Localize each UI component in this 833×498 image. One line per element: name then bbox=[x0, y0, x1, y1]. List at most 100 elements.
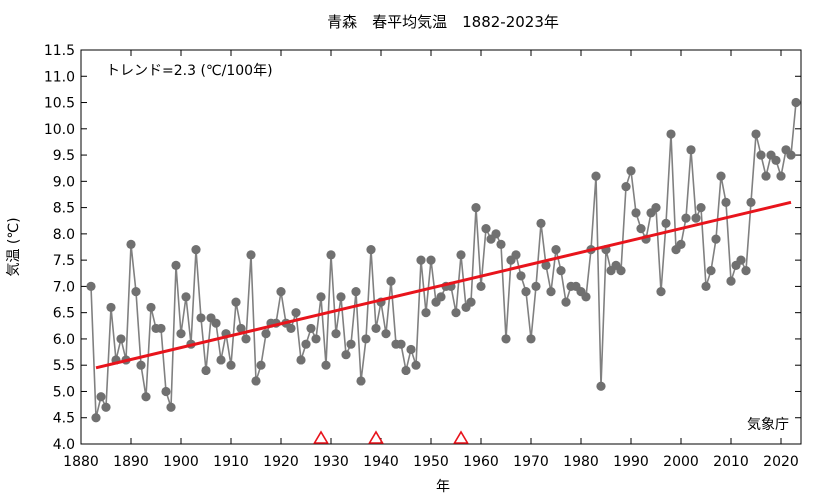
data-point bbox=[366, 245, 376, 255]
data-point bbox=[96, 392, 106, 402]
relocation-triangle-marker bbox=[368, 430, 384, 444]
data-point bbox=[761, 171, 771, 181]
data-point bbox=[371, 323, 381, 334]
data-point bbox=[531, 281, 541, 291]
data-point bbox=[106, 302, 116, 313]
y-tick-label: 7.5 bbox=[53, 253, 75, 269]
data-point bbox=[716, 171, 726, 181]
data-point bbox=[521, 287, 531, 297]
data-point bbox=[316, 292, 326, 302]
data-point bbox=[736, 255, 746, 265]
y-tick-label: 5.0 bbox=[53, 384, 75, 400]
y-tick-label: 9.5 bbox=[53, 148, 75, 164]
x-axis: 1880 1890 1900 1910 1920 1930 1940 1950 1960 1970… bbox=[63, 50, 799, 470]
data-point bbox=[656, 287, 666, 297]
y-axis: 4.0 4.5 5.0 5.5 6.0 6.5 7.0 7.5 8.0 8.5 9.0 9.5 10.0… bbox=[44, 43, 801, 453]
data-point bbox=[146, 302, 156, 313]
data-point bbox=[236, 323, 246, 334]
data-point bbox=[91, 413, 101, 423]
data-point bbox=[686, 145, 696, 155]
y-tick-label: 9.0 bbox=[53, 174, 75, 190]
data-point bbox=[381, 329, 391, 339]
data-point bbox=[241, 334, 251, 344]
data-point bbox=[416, 255, 426, 265]
y-axis-title: 気温 (℃) bbox=[6, 217, 22, 276]
data-point bbox=[631, 208, 641, 218]
data-point bbox=[581, 292, 591, 302]
data-point bbox=[681, 213, 691, 223]
data-point bbox=[526, 334, 536, 344]
plot-frame bbox=[80, 49, 802, 445]
data-point bbox=[156, 323, 166, 334]
data-point bbox=[296, 355, 306, 365]
data-point bbox=[166, 402, 176, 412]
y-tick-label: 7.0 bbox=[53, 279, 75, 295]
data-point bbox=[336, 292, 346, 302]
data-point bbox=[661, 218, 671, 228]
data-point bbox=[451, 308, 461, 318]
data-point bbox=[711, 234, 721, 244]
data-point bbox=[196, 313, 206, 323]
data-point bbox=[291, 308, 301, 318]
data-point bbox=[691, 213, 701, 223]
data-point bbox=[491, 229, 501, 239]
data-point bbox=[181, 292, 191, 302]
data-point bbox=[351, 287, 361, 297]
data-point bbox=[341, 350, 351, 360]
data-point bbox=[396, 339, 406, 349]
y-tick-label: 8.5 bbox=[53, 201, 75, 217]
y-tick-label: 11.0 bbox=[44, 69, 75, 85]
data-point bbox=[426, 255, 436, 265]
relocation-triangle-marker bbox=[313, 430, 329, 444]
data-point bbox=[411, 360, 421, 370]
x-tick-label: 1940 bbox=[363, 454, 399, 470]
x-tick-label: 1890 bbox=[113, 454, 149, 470]
data-point bbox=[251, 376, 261, 386]
data-point bbox=[551, 245, 561, 255]
y-tick-label: 6.0 bbox=[53, 332, 75, 348]
data-point bbox=[541, 260, 551, 270]
y-tick-label: 10.5 bbox=[44, 96, 75, 112]
y-tick-label: 4.0 bbox=[53, 437, 75, 453]
data-point bbox=[726, 276, 736, 286]
data-point bbox=[256, 360, 266, 370]
data-point bbox=[481, 224, 491, 234]
data-point bbox=[546, 287, 556, 297]
data-point bbox=[776, 171, 786, 181]
data-point bbox=[456, 250, 466, 260]
data-point bbox=[326, 250, 336, 260]
data-point bbox=[636, 224, 646, 234]
data-point bbox=[696, 203, 706, 213]
y-tick-label: 6.5 bbox=[53, 306, 75, 322]
data-point bbox=[591, 171, 601, 181]
data-point bbox=[476, 281, 486, 291]
data-point bbox=[621, 181, 631, 192]
data-point bbox=[516, 271, 526, 281]
data-point bbox=[421, 308, 431, 318]
data-point bbox=[626, 166, 636, 176]
data-point bbox=[496, 239, 506, 249]
data-point bbox=[436, 292, 446, 302]
x-tick-label: 1970 bbox=[513, 454, 549, 470]
trend-line bbox=[95, 200, 792, 370]
data-point bbox=[141, 392, 151, 402]
x-tick-label: 1880 bbox=[63, 454, 99, 470]
x-axis-title: 年 bbox=[436, 479, 450, 495]
data-point bbox=[171, 260, 181, 270]
data-point bbox=[386, 276, 396, 286]
data-point bbox=[701, 281, 711, 291]
data-point bbox=[201, 365, 211, 376]
y-tick-label: 10.0 bbox=[44, 122, 75, 138]
data-point bbox=[501, 334, 511, 344]
data-point bbox=[651, 203, 661, 213]
relocation-triangle-marker bbox=[453, 430, 469, 444]
data-point bbox=[346, 339, 356, 349]
data-series bbox=[86, 97, 801, 423]
data-point bbox=[406, 344, 416, 355]
data-point bbox=[721, 197, 731, 207]
data-point bbox=[561, 297, 571, 307]
y-tick-label: 8.0 bbox=[53, 227, 75, 243]
x-tick-label: 2020 bbox=[763, 454, 799, 470]
trend-annotation: トレンド=2.3 (℃/100年) bbox=[106, 63, 273, 79]
